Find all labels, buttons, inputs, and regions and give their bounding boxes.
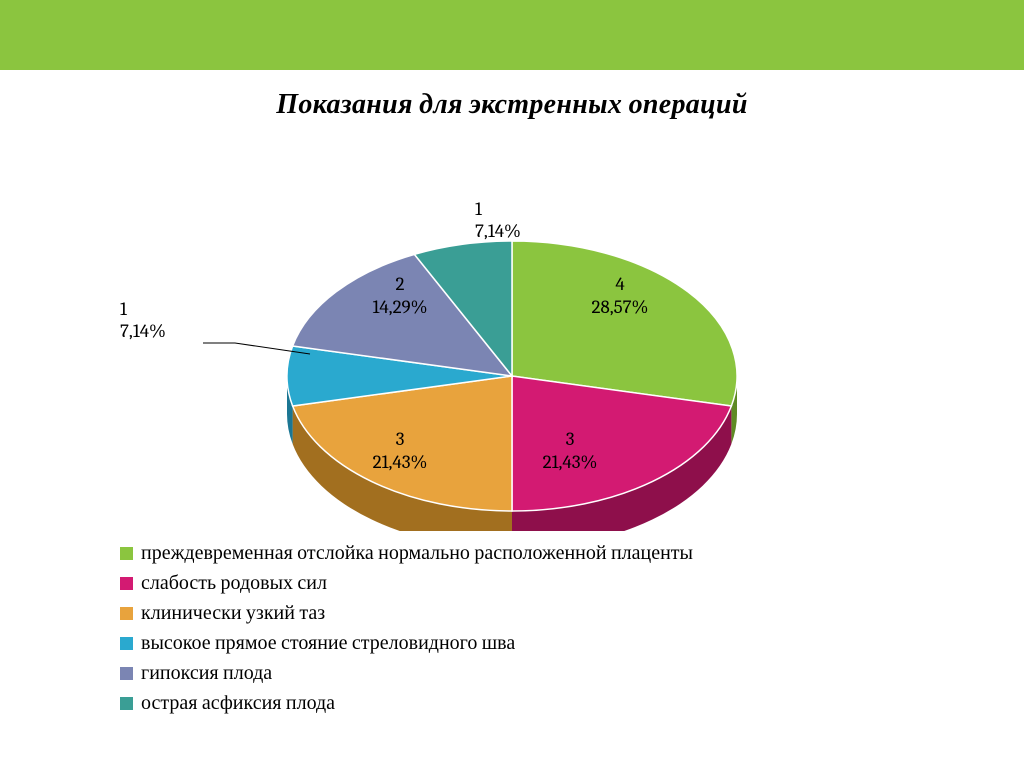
legend-label: слабость родовых сил (141, 571, 327, 595)
slice-percent: 21,43% (543, 451, 598, 474)
legend-item: высокое прямое стояние стреловидного шва (120, 631, 1024, 655)
legend-item: гипоксия плода (120, 661, 1024, 685)
legend-label: клинически узкий таз (141, 601, 325, 625)
slice-label: 17,14% (475, 199, 521, 243)
legend: преждевременная отслойка нормально распо… (120, 541, 1024, 715)
slice-label: 17,14% (120, 299, 166, 343)
legend-swatch (120, 607, 133, 620)
chart-title: Показания для экстренных операций (0, 88, 1024, 121)
legend-swatch (120, 637, 133, 650)
slice-percent: 28,57% (592, 296, 649, 319)
legend-label: преждевременная отслойка нормально распо… (141, 541, 693, 565)
slice-percent: 7,14% (475, 221, 521, 243)
slice-label: 321,43% (373, 428, 428, 474)
legend-label: острая асфиксия плода (141, 691, 335, 715)
slice-count: 4 (592, 273, 649, 296)
legend-item: преждевременная отслойка нормально распо… (120, 541, 1024, 565)
legend-swatch (120, 697, 133, 710)
slice-label: 321,43% (543, 428, 598, 474)
legend-label: высокое прямое стояние стреловидного шва (141, 631, 515, 655)
legend-item: клинически узкий таз (120, 601, 1024, 625)
slice-count: 2 (372, 273, 427, 296)
slice-count: 3 (373, 428, 428, 451)
slice-percent: 14,29% (372, 296, 427, 319)
pie-chart: 428,57%321,43%321,43%17,14%214,29%17,14% (0, 121, 1024, 531)
slice-count: 1 (120, 299, 166, 321)
legend-swatch (120, 667, 133, 680)
legend-item: острая асфиксия плода (120, 691, 1024, 715)
slice-label: 428,57% (592, 273, 649, 319)
legend-swatch (120, 577, 133, 590)
slice-count: 3 (543, 428, 598, 451)
legend-item: слабость родовых сил (120, 571, 1024, 595)
slice-count: 1 (475, 199, 521, 221)
slice-percent: 21,43% (373, 451, 428, 474)
header-bar (0, 0, 1024, 70)
slice-percent: 7,14% (120, 321, 166, 343)
legend-label: гипоксия плода (141, 661, 272, 685)
legend-swatch (120, 547, 133, 560)
slice-label: 214,29% (372, 273, 427, 319)
